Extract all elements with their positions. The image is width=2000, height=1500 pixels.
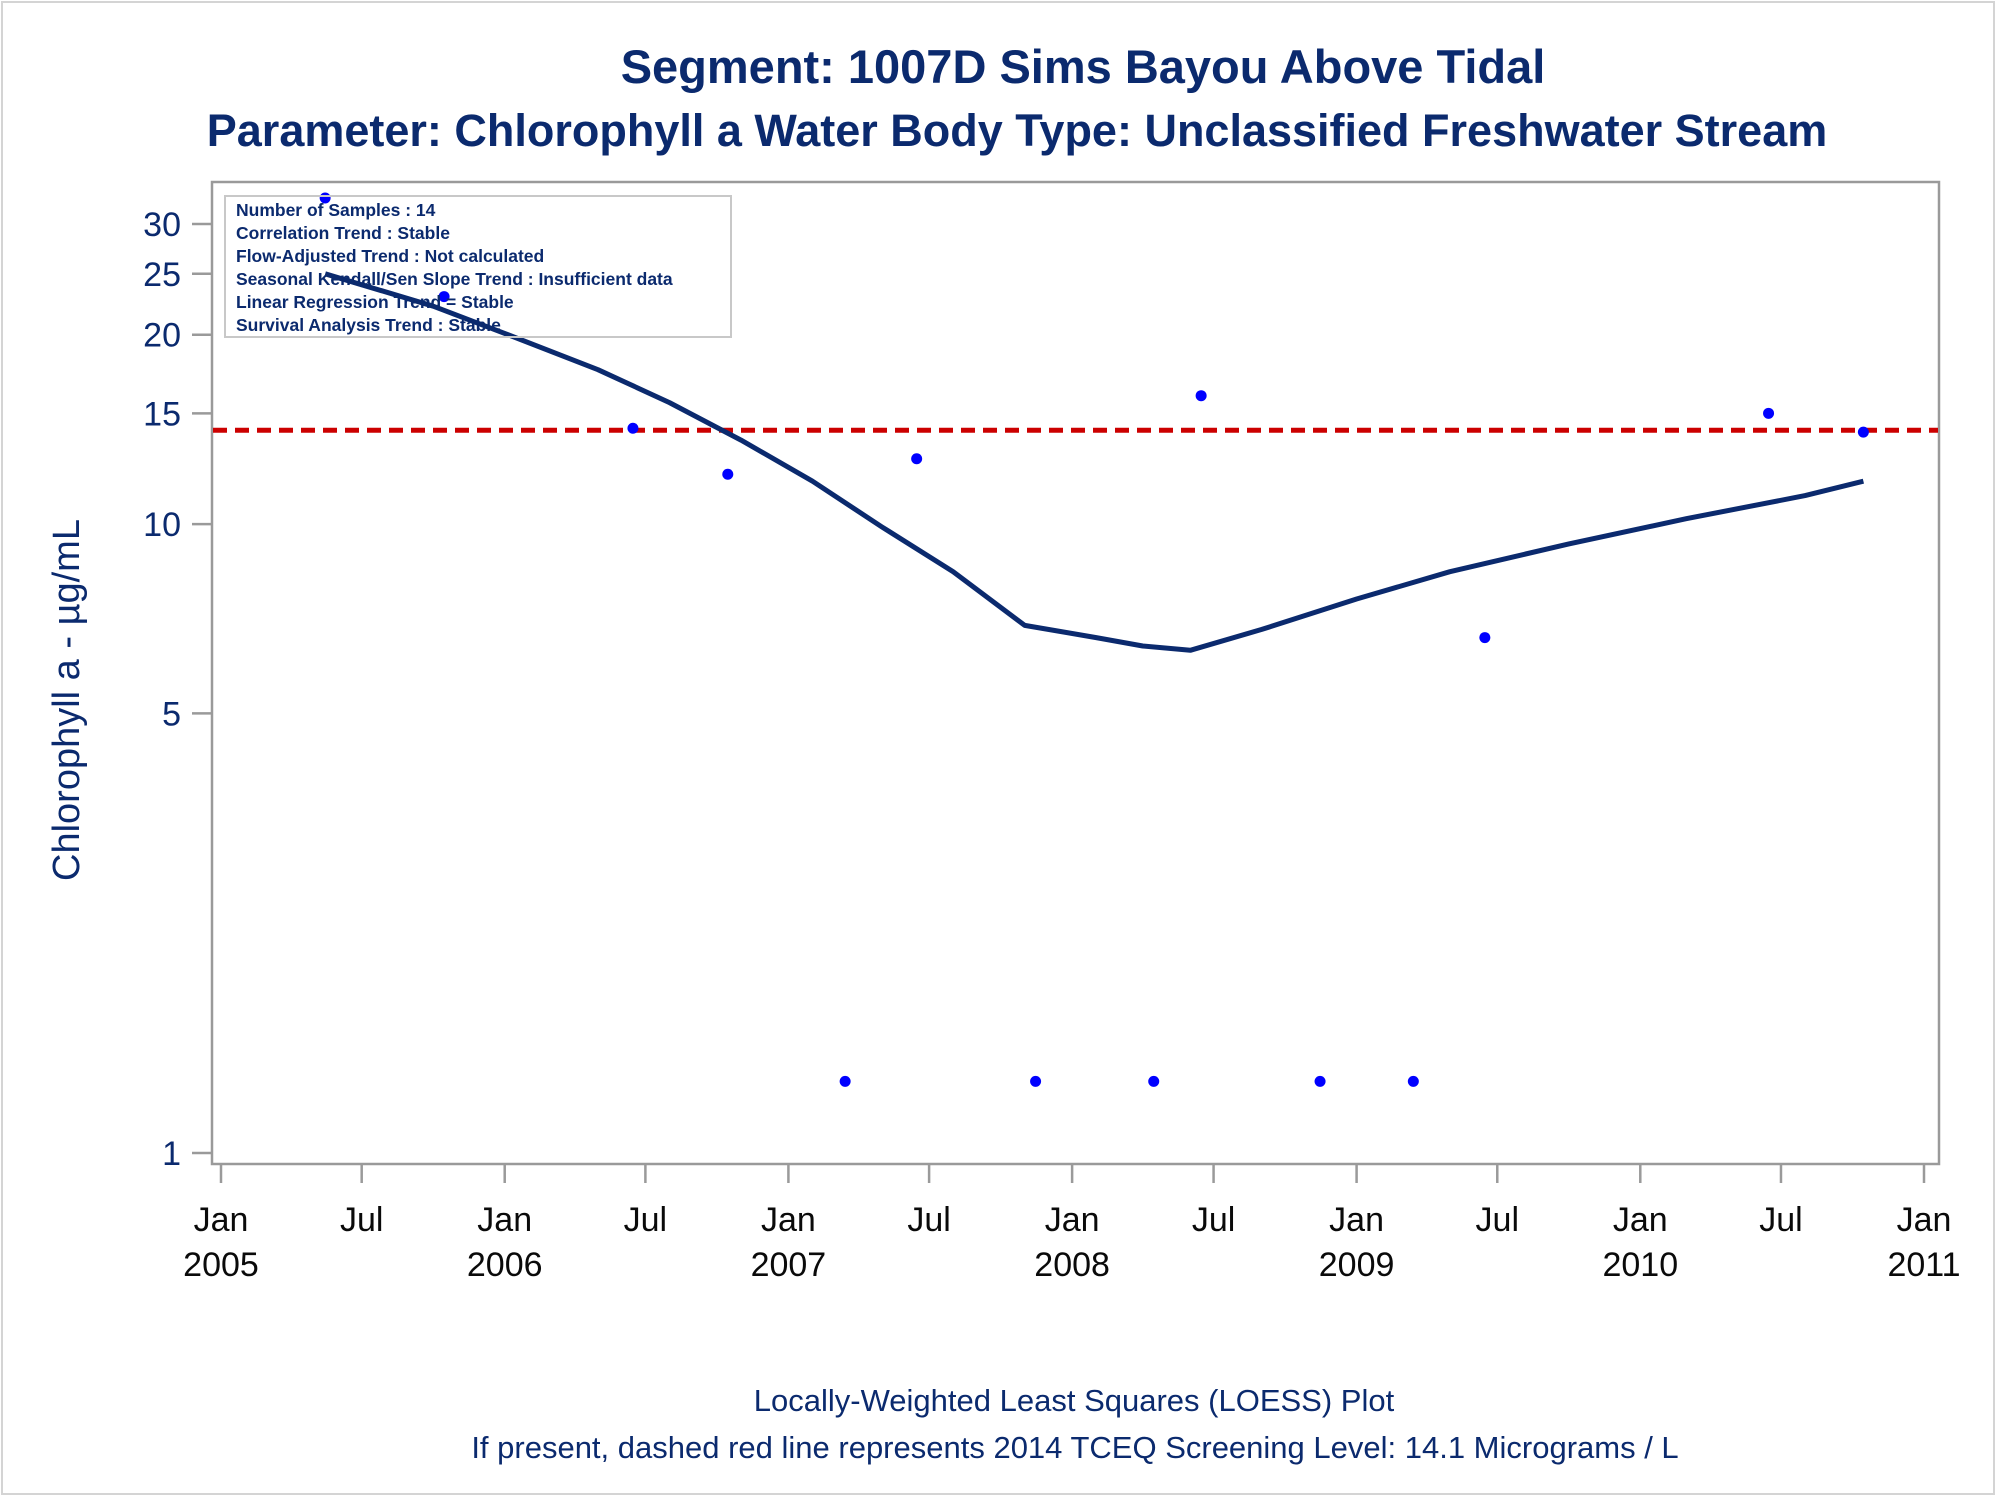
x-axis: Jan 2005 Jul Jan 2006 Jul Jan 2007 Jul Jan 2008 Jul… bbox=[183, 1164, 1961, 1284]
y-tick-label: 5 bbox=[162, 695, 181, 733]
loess-curve bbox=[324, 271, 1864, 653]
y-axis-label: Chlorophyll a - µg/mL bbox=[46, 519, 88, 881]
trend-inset-line: Linear Regression Trend = Stable bbox=[236, 292, 514, 312]
y-tick-label: 10 bbox=[143, 506, 181, 544]
x-tick-year-label: 2009 bbox=[1319, 1246, 1395, 1284]
trend-inset-line: Flow-Adjusted Trend : Not calculated bbox=[236, 246, 544, 266]
trend-inset-line: Correlation Trend : Stable bbox=[236, 223, 450, 243]
y-tick-label: 25 bbox=[143, 256, 181, 294]
x-tick-label: Jul bbox=[1476, 1201, 1519, 1239]
chart-subtitle: Parameter: Chlorophyll a Water Body Type… bbox=[207, 105, 1827, 156]
data-point bbox=[1030, 1075, 1042, 1087]
trend-inset-box bbox=[224, 195, 732, 338]
data-point bbox=[911, 453, 923, 465]
trend-inset-line: Survival Analysis Trend : Stable bbox=[236, 315, 501, 335]
x-tick-label: Jan bbox=[1045, 1201, 1100, 1239]
y-tick-label: 30 bbox=[143, 206, 181, 244]
data-point bbox=[1314, 1075, 1326, 1087]
footnote-line-2: If present, dashed red line represents 2… bbox=[471, 1430, 1678, 1465]
x-tick-year-label: 2006 bbox=[467, 1246, 543, 1284]
x-tick-label: Jul bbox=[624, 1201, 667, 1239]
data-point bbox=[1148, 1075, 1160, 1087]
x-tick-label: Jul bbox=[907, 1201, 950, 1239]
plot-area bbox=[210, 180, 1941, 1166]
data-point bbox=[1479, 632, 1491, 644]
data-point bbox=[839, 1075, 851, 1087]
x-tick-year-label: 2010 bbox=[1602, 1246, 1678, 1284]
data-point bbox=[1763, 407, 1775, 419]
x-tick-year-label: 2011 bbox=[1887, 1246, 1960, 1284]
x-tick-label: Jul bbox=[1759, 1201, 1802, 1239]
data-point bbox=[722, 468, 734, 480]
x-tick-label: Jan bbox=[1613, 1201, 1668, 1239]
chart-title: Segment: 1007D Sims Bayou Above Tidal bbox=[621, 40, 1546, 93]
trend-inset-line: Seasonal Kendall/Sen Slope Trend : Insuf… bbox=[236, 269, 673, 289]
x-tick-label: Jan bbox=[1897, 1201, 1952, 1239]
x-tick-label: Jan bbox=[477, 1201, 532, 1239]
y-tick-label: 15 bbox=[143, 395, 181, 433]
data-point bbox=[1407, 1075, 1419, 1087]
x-tick-label: Jan bbox=[761, 1201, 816, 1239]
x-tick-label: Jul bbox=[340, 1201, 383, 1239]
data-point bbox=[438, 291, 450, 303]
x-tick-label: Jul bbox=[1192, 1201, 1235, 1239]
x-tick-year-label: 2007 bbox=[751, 1246, 827, 1284]
data-points bbox=[319, 192, 1869, 1087]
x-tick-year-label: 2008 bbox=[1034, 1246, 1110, 1284]
data-point bbox=[627, 422, 639, 434]
x-tick-year-label: 2005 bbox=[183, 1246, 259, 1284]
y-tick-label: 1 bbox=[162, 1135, 181, 1173]
footnote-line-1: Locally-Weighted Least Squares (LOESS) P… bbox=[754, 1383, 1395, 1418]
data-point bbox=[1857, 426, 1869, 438]
x-tick-label: Jan bbox=[1329, 1201, 1384, 1239]
data-point bbox=[1195, 390, 1207, 402]
trend-inset-lines: Number of Samples : 14 Correlation Trend … bbox=[236, 200, 673, 335]
trend-inset-line: Number of Samples : 14 bbox=[236, 200, 436, 220]
y-tick-label: 20 bbox=[143, 317, 181, 355]
x-tick-label: Jan bbox=[194, 1201, 249, 1239]
